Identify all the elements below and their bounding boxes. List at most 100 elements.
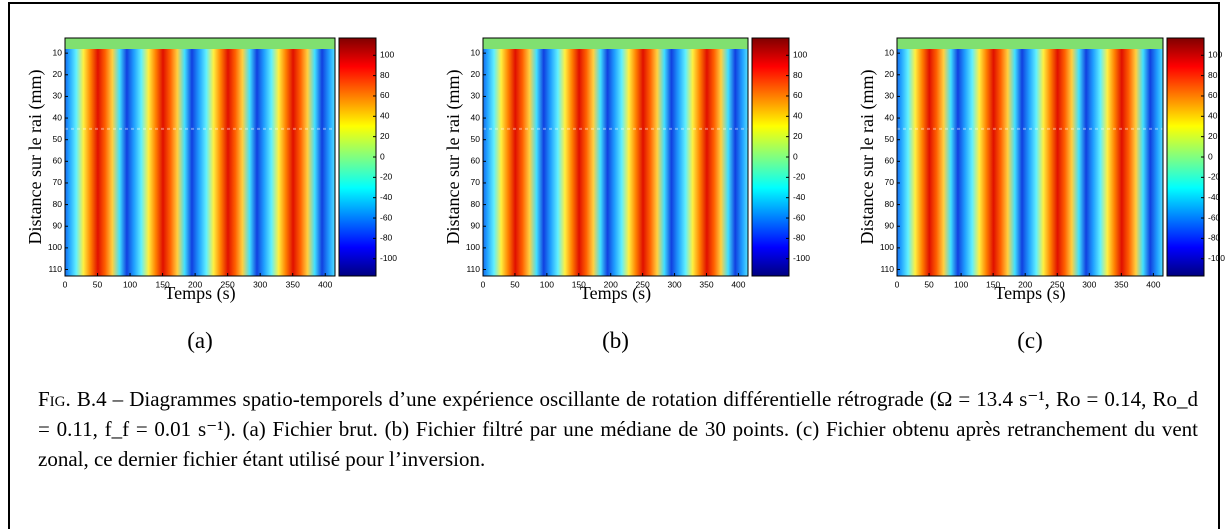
y-axis-label: Distance sur le rai (mm) — [857, 70, 878, 245]
plot-frame — [64, 37, 336, 277]
heatmap-top-band — [897, 38, 1163, 49]
x-tick-label: 0 — [895, 279, 900, 289]
x-tick-label: 300 — [253, 279, 267, 289]
x-tick-label: 350 — [286, 279, 300, 289]
colorbar-tick-label: 40 — [380, 111, 390, 121]
x-tick-label: 200 — [604, 279, 618, 289]
heatmap-top-band — [65, 38, 335, 49]
y-tick-label: 60 — [53, 156, 63, 166]
colorbar-tick-label: 60 — [793, 90, 803, 100]
colorbar-tick-label: 60 — [1208, 90, 1218, 100]
y-tick-label: 90 — [885, 220, 895, 230]
y-tick-label: 30 — [53, 91, 63, 101]
y-tick-label: 40 — [471, 112, 481, 122]
y-tick-label: 20 — [53, 69, 63, 79]
y-tick-label: 40 — [885, 112, 895, 122]
y-tick-label: 10 — [53, 47, 63, 57]
colorbar-tick-label: 100 — [1208, 50, 1222, 60]
y-axis-label: Distance sur le rai (mm) — [25, 70, 46, 245]
y-tick-label: 20 — [471, 69, 481, 79]
x-tick-label: 250 — [636, 279, 650, 289]
colorbar — [1166, 37, 1205, 277]
y-tick-label: 50 — [53, 134, 63, 144]
colorbar-tick-label: -80 — [380, 233, 393, 243]
colorbar-tick-label: -100 — [793, 253, 810, 263]
colorbar — [751, 37, 790, 277]
colorbar-tick-label: 0 — [1208, 151, 1213, 161]
heatmap-top-band — [483, 38, 748, 49]
colorbar-tick-label: -100 — [380, 253, 397, 263]
x-tick-label: 150 — [155, 279, 169, 289]
colorbar-tick-label: 20 — [793, 131, 803, 141]
y-tick-label: 30 — [885, 91, 895, 101]
colorbar-tick-label: -80 — [1208, 233, 1221, 243]
y-tick-label: 60 — [471, 156, 481, 166]
colorbar-tick-label: -20 — [793, 172, 806, 182]
caption-text: – Diagrammes spatio-temporels d’une expé… — [38, 387, 1198, 471]
x-tick-label: 100 — [123, 279, 137, 289]
figure: 0 50 100 150 200 250 300 350 4001020304050607080… — [25, 37, 1225, 353]
y-tick-label: 80 — [885, 199, 895, 209]
y-tick-label: 20 — [885, 69, 895, 79]
heatmap — [483, 38, 748, 276]
colorbar-tick-label: 40 — [1208, 111, 1218, 121]
y-tick-label: 80 — [53, 199, 63, 209]
caption-label: Fig. B.4 — [38, 387, 107, 411]
colorbar-tick-label: -20 — [1208, 172, 1221, 182]
x-tick-label: 400 — [318, 279, 332, 289]
x-tick-label: 0 — [481, 279, 486, 289]
panel-label: (a) — [187, 328, 213, 353]
colorbar-tick-label: 80 — [793, 70, 803, 80]
plot-frame — [896, 37, 1164, 277]
panel-label: (b) — [602, 328, 629, 353]
x-tick-label: 300 — [1082, 279, 1096, 289]
colorbar-tick-label: -60 — [380, 212, 393, 222]
x-axis-label: Temps (s) — [580, 283, 651, 304]
y-tick-label: 50 — [885, 134, 895, 144]
y-tick-label: 70 — [885, 177, 895, 187]
colorbar-tick-label: -100 — [1208, 253, 1225, 263]
x-tick-label: 50 — [510, 279, 520, 289]
y-tick-label: 90 — [471, 220, 481, 230]
x-tick-label: 300 — [667, 279, 681, 289]
y-tick-label: 110 — [466, 264, 480, 274]
colorbar-tick-label: 80 — [380, 70, 390, 80]
colorbar-tick-label: -40 — [380, 192, 393, 202]
colorbar-tick-label: -20 — [380, 172, 393, 182]
heatmap — [65, 38, 335, 276]
y-tick-label: 50 — [471, 134, 481, 144]
colorbar-tick-label: 60 — [380, 90, 390, 100]
y-tick-label: 10 — [471, 47, 481, 57]
y-tick-label: 70 — [53, 177, 63, 187]
y-tick-label: 100 — [880, 242, 894, 252]
colorbar-tick-label: 80 — [1208, 70, 1218, 80]
y-tick-label: 110 — [48, 264, 62, 274]
x-tick-label: 50 — [93, 279, 103, 289]
x-tick-label: 100 — [954, 279, 968, 289]
colorbar-tick-label: 40 — [793, 111, 803, 121]
colorbar-tick-label: 20 — [1208, 131, 1218, 141]
x-tick-label: 0 — [63, 279, 68, 289]
colorbar-tick-label: -40 — [1208, 192, 1221, 202]
x-axis-label: Temps (s) — [994, 283, 1065, 304]
y-tick-label: 40 — [53, 112, 63, 122]
heatmap — [897, 38, 1163, 276]
x-tick-label: 50 — [924, 279, 934, 289]
caption: Fig. B.4 – Diagrammes spatio-temporels d… — [38, 384, 1198, 474]
x-tick-label: 150 — [572, 279, 586, 289]
x-tick-label: 350 — [699, 279, 713, 289]
y-axis-label: Distance sur le rai (mm) — [443, 70, 464, 245]
x-tick-label: 400 — [731, 279, 745, 289]
x-tick-label: 200 — [188, 279, 202, 289]
x-tick-label: 250 — [221, 279, 235, 289]
y-tick-label: 100 — [48, 242, 62, 252]
colorbar — [338, 37, 377, 277]
x-tick-label: 150 — [986, 279, 1000, 289]
x-tick-label: 350 — [1114, 279, 1128, 289]
y-tick-label: 90 — [53, 220, 63, 230]
y-tick-label: 70 — [471, 177, 481, 187]
panel-label: (c) — [1017, 328, 1043, 353]
colorbar-tick-label: -40 — [793, 192, 806, 202]
x-tick-label: 400 — [1146, 279, 1160, 289]
